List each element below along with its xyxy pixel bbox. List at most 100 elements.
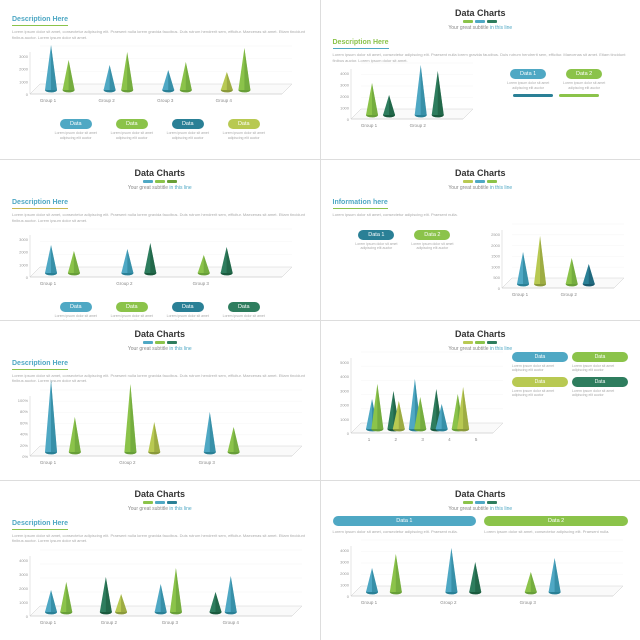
description-text: Lorem ipsum dolor sit amet, consectetur … <box>12 212 308 223</box>
cone <box>104 65 116 92</box>
svg-text:1000: 1000 <box>19 80 29 85</box>
pill-desc: Lorem ipsum dolor sit amet adipiscing el… <box>163 314 213 319</box>
svg-text:4000: 4000 <box>340 71 350 76</box>
svg-text:2000: 2000 <box>340 94 350 99</box>
pill-desc: Lorem ipsum dolor sit amet adipiscing el… <box>407 242 457 251</box>
svg-text:2000: 2000 <box>19 586 29 591</box>
slide-subtitle: Your great subtitle in this line <box>333 506 629 512</box>
svg-text:2500: 2500 <box>491 232 501 237</box>
svg-text:0: 0 <box>346 431 349 436</box>
slide: Data Charts Your great subtitle in this … <box>0 481 320 640</box>
svg-text:1000: 1000 <box>340 106 350 111</box>
svg-text:100%: 100% <box>18 398 29 403</box>
cone <box>583 264 595 286</box>
slide-title: Data Charts <box>12 168 308 178</box>
data-pill: Data <box>60 302 92 312</box>
cone <box>228 427 240 454</box>
cone-chart: 0%20%40%60%80%100% Group 1Group 2Group 3 <box>12 390 302 470</box>
accent-bar <box>333 341 629 344</box>
description-header: Information here <box>333 199 388 209</box>
cone <box>124 384 136 454</box>
slide: Data Charts Your great subtitle in this … <box>321 321 640 480</box>
svg-text:3000: 3000 <box>19 54 29 59</box>
svg-text:Group 2: Group 2 <box>116 281 133 286</box>
data-pill: Data <box>228 119 260 129</box>
data-pill: Data 1 <box>333 516 477 526</box>
svg-text:Group 3: Group 3 <box>199 460 216 465</box>
svg-text:Group 1: Group 1 <box>40 460 57 465</box>
svg-text:3000: 3000 <box>340 560 350 565</box>
cone <box>524 572 536 594</box>
slide-title: Data Charts <box>333 489 629 499</box>
cone <box>148 422 160 454</box>
svg-text:Group 2: Group 2 <box>101 620 118 625</box>
cone <box>414 65 426 117</box>
svg-text:Group 3: Group 3 <box>519 600 536 605</box>
cone <box>69 417 81 454</box>
svg-text:Group 3: Group 3 <box>157 98 174 103</box>
pill-desc: Lorem ipsum dolor sit amet, consectetur … <box>484 529 628 535</box>
cone <box>170 568 182 614</box>
pill-desc: Lorem ipsum dolor sit amet adipiscing el… <box>572 364 628 373</box>
cone <box>45 245 57 275</box>
svg-text:Group 1: Group 1 <box>40 281 57 286</box>
svg-text:0: 0 <box>346 117 349 122</box>
svg-text:20%: 20% <box>20 442 28 447</box>
pill-desc: Lorem ipsum dolor sit amet adipiscing el… <box>163 131 213 140</box>
cone <box>204 412 216 454</box>
data-pill: Data <box>572 352 628 362</box>
pill-desc: Lorem ipsum dolor sit amet adipiscing el… <box>219 131 269 140</box>
cone <box>198 255 210 275</box>
svg-text:2000: 2000 <box>491 243 501 248</box>
slide-title: Data Charts <box>333 329 629 339</box>
accent-bar <box>12 501 308 504</box>
svg-text:2000: 2000 <box>19 67 29 72</box>
svg-text:1000: 1000 <box>19 600 29 605</box>
svg-text:4000: 4000 <box>19 558 29 563</box>
svg-text:Group 1: Group 1 <box>512 292 529 297</box>
svg-text:Group 1: Group 1 <box>360 600 377 605</box>
pill-desc: Lorem ipsum dolor sit amet adipiscing el… <box>512 389 568 398</box>
svg-text:Group 1: Group 1 <box>360 123 377 128</box>
pill-desc: Lorem ipsum dolor sit amet adipiscing el… <box>107 131 157 140</box>
slide: Data Charts Your great subtitle in this … <box>0 321 320 480</box>
cone <box>210 592 222 614</box>
svg-text:Group 2: Group 2 <box>561 292 578 297</box>
svg-text:0%: 0% <box>22 454 28 459</box>
slide-title: Data Charts <box>12 489 308 499</box>
data-pill: Data <box>60 119 92 129</box>
svg-text:1000: 1000 <box>340 583 350 588</box>
svg-text:Group 3: Group 3 <box>162 620 179 625</box>
description-text: Lorem ipsum dolor sit amet, consectetur … <box>12 373 308 384</box>
cone-chart: 0100020003000 Group 1Group 2Group 3Group… <box>12 46 292 108</box>
data-pill: Data 2 <box>566 69 602 79</box>
svg-text:Group 3: Group 3 <box>193 281 210 286</box>
data-pill: Data 2 <box>414 230 450 240</box>
svg-text:Group 1: Group 1 <box>40 98 57 103</box>
cone <box>100 577 112 614</box>
data-pill: Data <box>572 377 628 387</box>
svg-text:Group 2: Group 2 <box>98 98 115 103</box>
data-pill: Data <box>116 119 148 129</box>
pill-desc: Lorem ipsum dolor sit amet adipiscing el… <box>503 81 553 90</box>
svg-text:5: 5 <box>474 437 477 442</box>
cone <box>366 83 378 117</box>
cone <box>469 562 481 594</box>
accent-bar <box>333 180 629 183</box>
pill-desc: Lorem ipsum dolor sit amet adipiscing el… <box>351 242 401 251</box>
svg-text:Group 4: Group 4 <box>223 620 240 625</box>
pill-desc: Lorem ipsum dolor sit amet adipiscing el… <box>512 364 568 373</box>
cone <box>221 72 233 92</box>
description-header: Description Here <box>12 16 68 26</box>
data-pill: Data <box>172 119 204 129</box>
data-pill: Data 1 <box>510 69 546 79</box>
cone <box>517 252 529 286</box>
pill-row: Data 1Lorem ipsum dolor sit amet adipisc… <box>333 230 477 251</box>
accent-bar <box>12 341 308 344</box>
pill-desc: Lorem ipsum dolor sit amet adipiscing el… <box>559 81 609 90</box>
svg-text:0: 0 <box>26 614 29 619</box>
cone-chart: 01000200030004000 Group 1Group 2Group 3 <box>333 540 623 610</box>
slide-title: Data Charts <box>12 329 308 339</box>
svg-text:1000: 1000 <box>340 416 350 421</box>
description-header: Description Here <box>333 39 389 49</box>
